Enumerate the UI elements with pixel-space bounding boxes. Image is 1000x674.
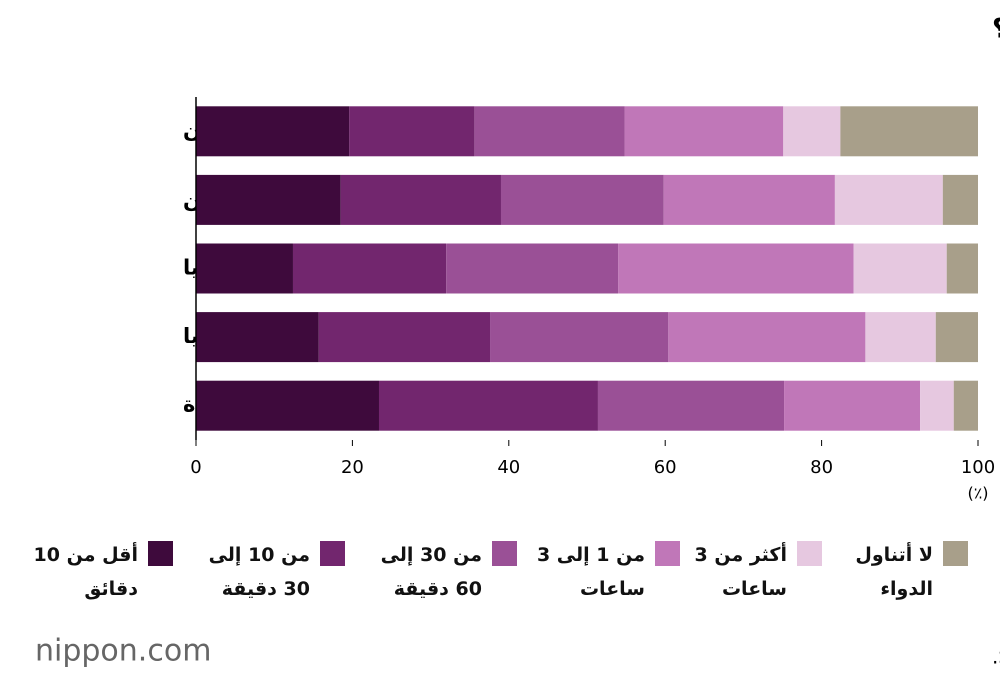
bar-segment (196, 312, 319, 363)
bar-segment (953, 380, 978, 431)
logo: nippon.com (35, 634, 211, 669)
bar-segment (318, 312, 491, 363)
bar-segment (349, 106, 475, 157)
bar-segment (853, 243, 947, 294)
bar-segment (942, 174, 978, 225)
bar-segment (783, 106, 841, 157)
bar-segment (196, 174, 341, 225)
x-tick-label: 60 (654, 457, 677, 478)
bar-segment (935, 312, 978, 363)
legend-label: من 30 إلى 60 دقيقة (380, 544, 482, 600)
legend-swatch (943, 541, 968, 566)
x-tick-label: 0 (190, 457, 201, 478)
source: تم إعداد البيانات بواسطة Nippon.com بناء… (992, 645, 1000, 670)
legend-swatch (320, 541, 345, 566)
bar-segment (446, 243, 619, 294)
legend-label: أكثر من 3 ساعات (694, 544, 787, 600)
bar-segment (340, 174, 501, 225)
legend-swatch (797, 541, 822, 566)
legend-label: أقل من 10 دقائق (33, 544, 138, 600)
x-tick-label: 40 (497, 457, 520, 478)
bar-segment (920, 380, 954, 431)
legend-swatch (148, 541, 173, 566)
bar-segment (618, 243, 854, 294)
bar-segment (490, 312, 669, 363)
legend-swatch (492, 541, 517, 566)
bar-segment (196, 243, 293, 294)
bar-segment (196, 106, 350, 157)
bar-segment (865, 312, 936, 363)
bar-segment (946, 243, 978, 294)
legend-label: من 1 إلى 3 ساعات (536, 544, 645, 600)
bar-segment (292, 243, 447, 294)
legend-label: من 10 إلى 30 دقيقة (208, 544, 310, 600)
legend-label: لا أتناول الدواء (855, 544, 933, 600)
bar-segment (834, 174, 943, 225)
bar-segment (597, 380, 785, 431)
x-tick-label: 80 (810, 457, 833, 478)
bar-segment (784, 380, 921, 431)
bar-segment (196, 380, 379, 431)
bar-segment (663, 174, 835, 225)
bar-segment (474, 106, 625, 157)
x-tick-label: 100 (961, 457, 995, 478)
x-axis-label: (٪) (967, 484, 988, 503)
bar-segment (668, 312, 866, 363)
chart-title: متى يجب أن تتناول الدواء بعد الشعور بالص… (992, 11, 1000, 45)
x-tick-label: 20 (341, 457, 364, 478)
bar-segment (378, 380, 598, 431)
bar-segment (624, 106, 784, 157)
bar-segment (500, 174, 664, 225)
legend-swatch (655, 541, 680, 566)
bar-segment (840, 106, 978, 157)
